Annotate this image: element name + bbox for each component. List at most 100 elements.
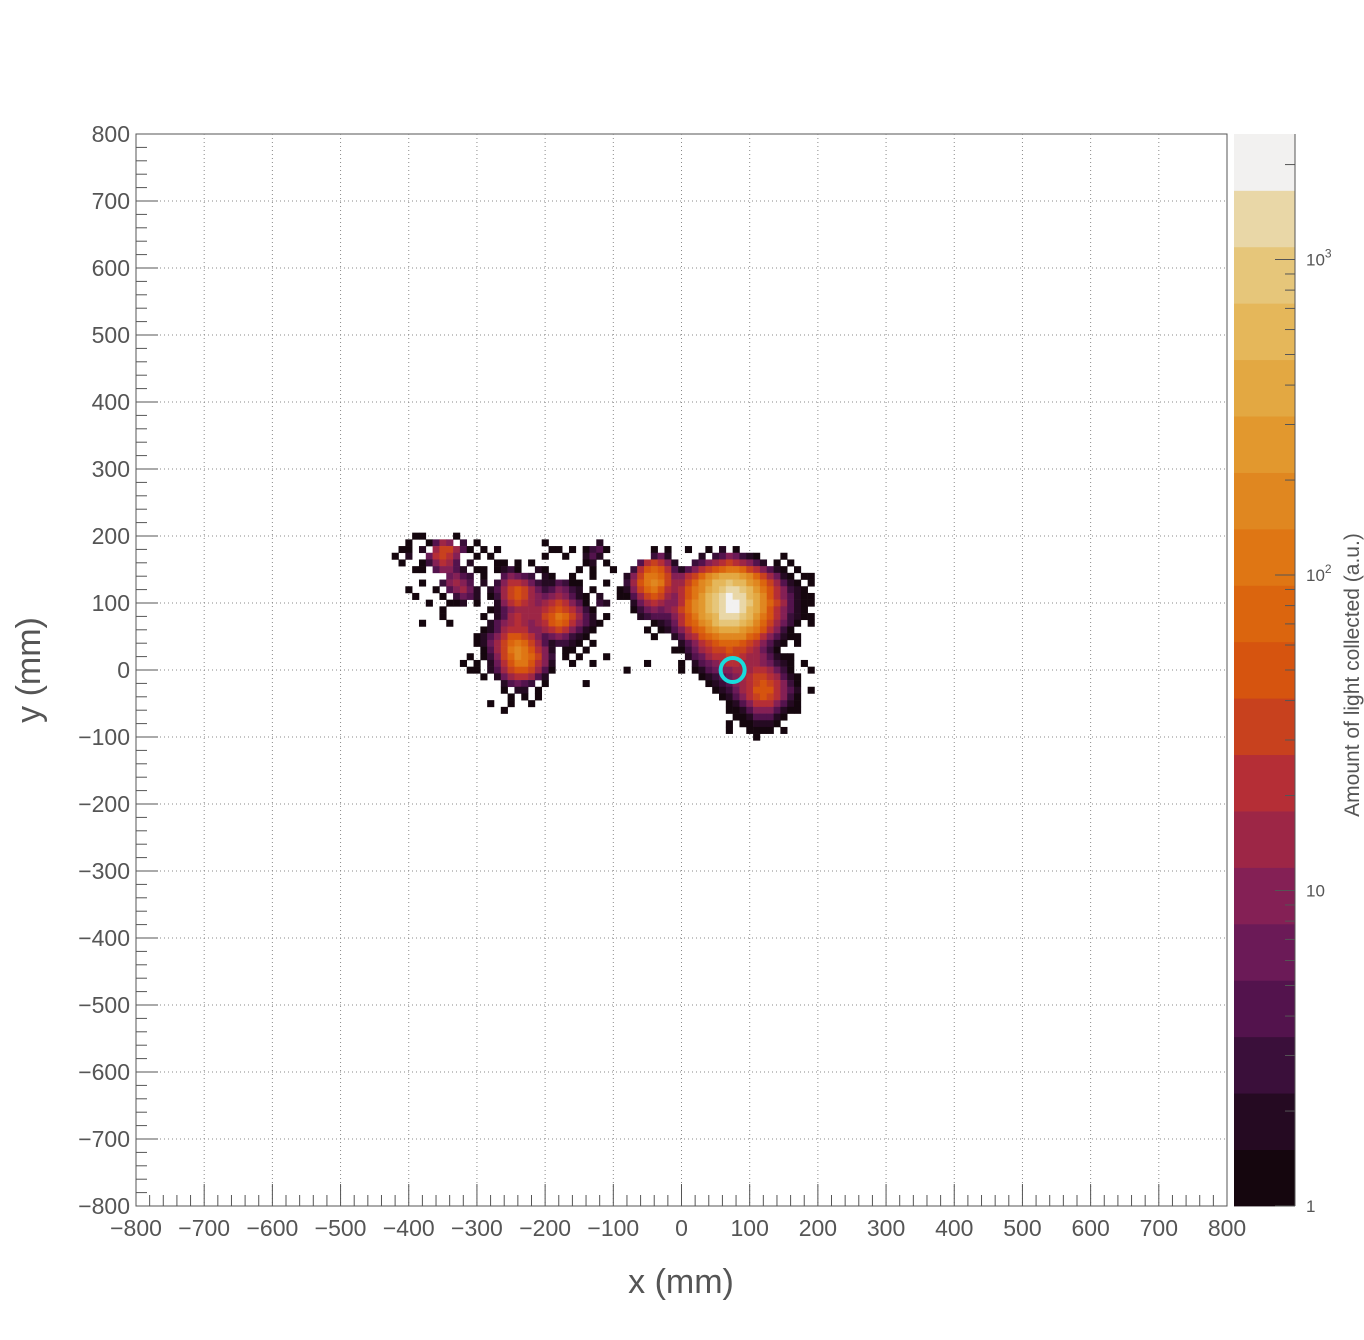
heatmap-cell [412, 566, 420, 574]
heatmap-cell [562, 619, 570, 627]
heatmap-cell [712, 579, 720, 587]
heatmap-cell [664, 559, 672, 567]
heatmap-cell [507, 680, 515, 688]
heatmap-cell [739, 606, 747, 614]
heatmap-cell [719, 646, 727, 654]
heatmap-cell [780, 626, 788, 634]
heatmap-cell [746, 720, 754, 728]
heatmap-cell [705, 572, 713, 580]
heatmap-cell [480, 626, 488, 634]
y-tick-label: −100 [78, 724, 130, 750]
heatmap-cell [473, 539, 481, 547]
heatmap-cell [759, 619, 768, 627]
heatmap-cell [603, 546, 611, 554]
z-axis-label: Amount of light collected (a.u.) [1341, 533, 1364, 817]
heatmap-cell [664, 619, 672, 627]
heatmap-cell [562, 599, 570, 607]
heatmap-cell [534, 633, 543, 641]
heatmap-cell [507, 659, 515, 667]
heatmap-cell [541, 639, 549, 647]
heatmap-cell [725, 566, 733, 574]
heatmap-cell [725, 673, 733, 681]
heatmap-cell [678, 572, 686, 580]
heatmap-cell [562, 606, 570, 614]
heatmap-cell [725, 572, 733, 580]
heatmap-cell [391, 552, 399, 560]
heatmap-cell [746, 586, 754, 594]
heatmap-cell [671, 613, 679, 621]
heatmap-cell [746, 599, 754, 607]
x-tick-label: 100 [731, 1215, 769, 1241]
heatmap-cell [787, 700, 795, 708]
heatmap-cell [739, 599, 747, 607]
heatmap-cell [691, 646, 699, 654]
heatmap-cell [800, 613, 808, 621]
heatmap-cell [521, 666, 529, 674]
heatmap-cell [678, 586, 686, 594]
heatmap-cell [719, 653, 727, 661]
heatmap-cell [507, 673, 515, 681]
heatmap-cell [753, 586, 761, 594]
heatmap-cell [725, 693, 733, 701]
y-tick-label: 200 [92, 523, 130, 549]
heatmap-cell [562, 633, 570, 641]
heatmap-cell [766, 680, 774, 688]
heatmap-cell [418, 579, 427, 587]
heatmap-cell [678, 639, 686, 647]
heatmap-cell [596, 546, 604, 554]
heatmap-cell [773, 713, 781, 721]
heatmap-cell [487, 633, 495, 641]
heatmap-cell [521, 606, 529, 614]
heatmap-cell [712, 686, 720, 694]
heatmap-cell [698, 572, 706, 580]
heatmap-cell [800, 659, 808, 667]
heatmap-cell [773, 619, 781, 627]
heatmap-cell [725, 706, 733, 714]
heatmap-cell [575, 626, 583, 634]
heatmap-cell [678, 626, 686, 634]
heatmap-cell [500, 686, 508, 694]
heatmap-cell [480, 566, 488, 574]
colorbar-tick-label: 10 [1306, 882, 1325, 901]
heatmap-cell [684, 579, 693, 587]
heatmap-cell [746, 686, 754, 694]
heatmap-cell [725, 626, 733, 634]
heatmap-cell [603, 579, 611, 587]
heatmap-cell [534, 659, 543, 667]
heatmap-cell [712, 673, 720, 681]
heatmap-cell [528, 626, 536, 634]
heatmap-cell [739, 686, 747, 694]
heatmap-cell [766, 619, 774, 627]
heatmap-cell [753, 706, 761, 714]
colorbar-segment [1234, 416, 1295, 473]
heatmap-cell [575, 606, 583, 614]
heatmap-cell [562, 586, 570, 594]
heatmap-cell [657, 599, 665, 607]
heatmap-cell [405, 539, 413, 547]
heatmap-cell [507, 619, 515, 627]
heatmap-cell [568, 606, 577, 614]
heatmap-cell [562, 626, 570, 634]
heatmap-cell [739, 706, 747, 714]
heatmap-cell [684, 653, 693, 661]
heatmap-cell [712, 613, 720, 621]
heatmap-cell [507, 639, 515, 647]
heatmap-cell [766, 572, 774, 580]
heatmap-cell [500, 619, 508, 627]
heatmap-cell [753, 552, 761, 560]
heatmap-cell [794, 586, 802, 594]
heatmap-cell [568, 592, 577, 600]
heatmap-cell [698, 673, 706, 681]
heatmap-cell [568, 639, 577, 647]
heatmap-cell [759, 673, 768, 681]
heatmap-cell [732, 686, 740, 694]
heatmap-cell [582, 633, 590, 641]
heatmap-cell [507, 666, 515, 674]
heatmap-cell [575, 586, 583, 594]
heatmap-cell [712, 659, 720, 667]
heatmap-cell [643, 592, 652, 600]
heatmap-cell [453, 592, 461, 600]
heatmap-cell [589, 566, 597, 574]
heatmap-cell [664, 586, 672, 594]
heatmap-cell [453, 566, 461, 574]
